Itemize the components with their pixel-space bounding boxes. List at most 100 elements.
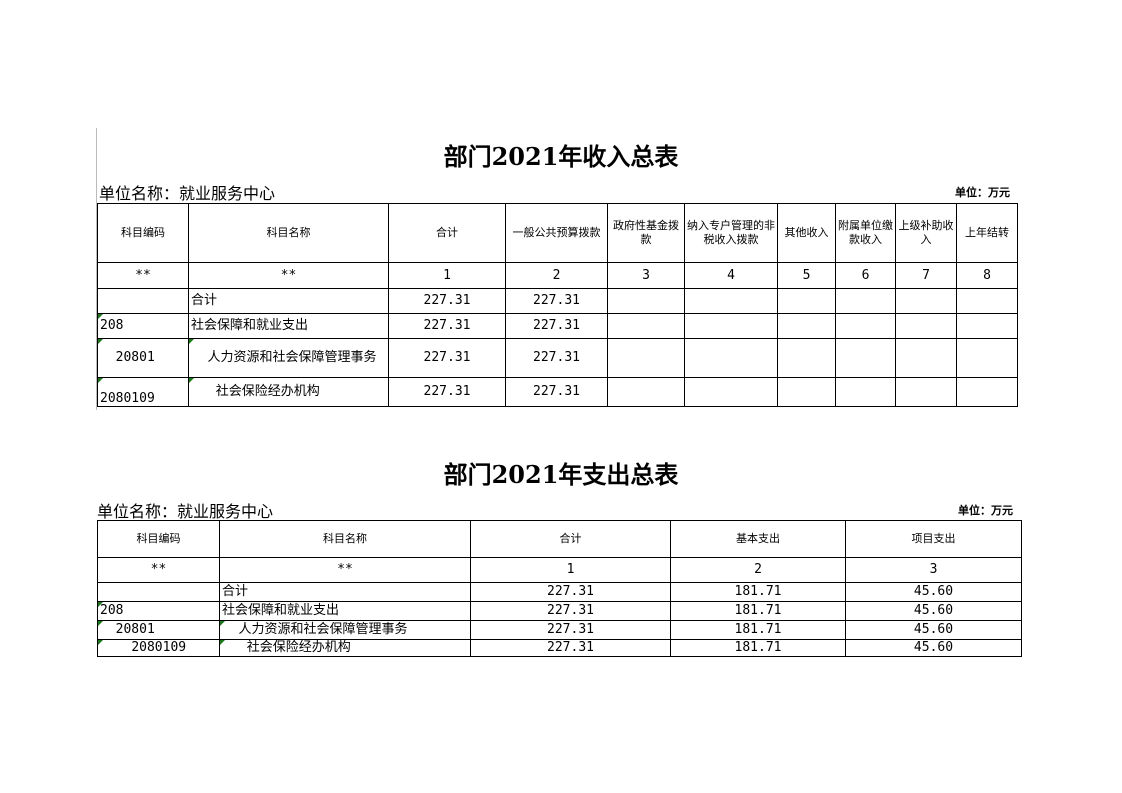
sheet-edge-line <box>96 128 97 410</box>
subject-code-cell: 20801 <box>97 338 189 378</box>
column-header: 科目名称 <box>188 203 389 263</box>
amount-cell <box>684 338 778 378</box>
column-index: 7 <box>895 262 957 289</box>
column-index: 1 <box>470 557 671 583</box>
subject-code-cell: 208 <box>97 601 220 621</box>
amount-cell: 227.31 <box>388 338 506 378</box>
amount-cell <box>684 288 778 314</box>
column-index: 6 <box>835 262 896 289</box>
column-header: 项目支出 <box>845 520 1022 558</box>
amount-cell <box>777 338 836 378</box>
amount-cell <box>607 377 685 407</box>
subject-code-cell: 208 <box>97 313 189 339</box>
amount-cell: 227.31 <box>505 338 608 378</box>
column-index: 3 <box>845 557 1022 583</box>
column-header: 政府性基金拨款 <box>607 203 685 263</box>
amount-cell <box>895 288 957 314</box>
amount-cell <box>895 338 957 378</box>
subject-name-cell: 社会保障和就业支出 <box>188 313 389 339</box>
amount-cell: 181.71 <box>670 620 846 640</box>
column-index: 3 <box>607 262 685 289</box>
column-index: ** <box>219 557 471 583</box>
header-row: 科目编码 科目名称 合计 基本支出 项目支出 <box>97 520 1022 558</box>
expense-unit: 单位：万元 <box>958 504 1013 517</box>
column-index: ** <box>97 557 220 583</box>
income-unit: 单位：万元 <box>955 186 1010 199</box>
amount-cell: 45.60 <box>845 582 1022 602</box>
column-header: 基本支出 <box>670 520 846 558</box>
subject-name-cell: 社会保险经办机构 <box>188 377 389 407</box>
amount-cell <box>895 313 957 339</box>
column-index: ** <box>97 262 189 289</box>
amount-cell <box>607 338 685 378</box>
amount-cell: 227.31 <box>470 620 671 640</box>
amount-cell <box>956 288 1018 314</box>
amount-cell <box>895 377 957 407</box>
amount-cell: 227.31 <box>470 582 671 602</box>
subject-code-cell: 20801 <box>97 620 220 640</box>
subject-name-cell: 合计 <box>188 288 389 314</box>
amount-cell <box>835 313 896 339</box>
amount-cell: 45.60 <box>845 601 1022 621</box>
column-header: 附属单位缴款收入 <box>835 203 896 263</box>
column-header: 合计 <box>388 203 506 263</box>
amount-cell: 227.31 <box>388 377 506 407</box>
table-row: 20801 人力资源和社会保障管理事务 227.31 181.71 45.60 <box>97 620 1022 640</box>
amount-cell: 227.31 <box>470 639 671 657</box>
income-title: 部门2021年收入总表 <box>443 142 679 171</box>
amount-cell <box>684 377 778 407</box>
subject-name-cell: 社会保险经办机构 <box>219 639 471 657</box>
table-row: 合计 227.31 181.71 45.60 <box>97 582 1022 602</box>
table-row: 20801 人力资源和社会保障管理事务 227.31 227.31 <box>97 338 1018 378</box>
header-row: 科目编码 科目名称 合计 一般公共预算拨款 政府性基金拨款 纳入专户管理的非税收入拨款 其他… <box>97 203 1018 263</box>
column-header: 合计 <box>470 520 671 558</box>
subject-name-cell: 人力资源和社会保障管理事务 <box>188 338 389 378</box>
amount-cell <box>835 377 896 407</box>
amount-cell <box>835 288 896 314</box>
amount-cell <box>777 377 836 407</box>
index-row: ** ** 1 2 3 <box>97 557 1022 583</box>
amount-cell: 227.31 <box>505 377 608 407</box>
subject-name-cell: 合计 <box>219 582 471 602</box>
amount-cell <box>684 313 778 339</box>
amount-cell <box>956 377 1018 407</box>
subject-code-cell: 2080109 <box>97 639 220 657</box>
income-table: 科目编码 科目名称 合计 一般公共预算拨款 政府性基金拨款 纳入专户管理的非税收入拨款 其他… <box>97 203 1018 407</box>
subject-name-cell: 社会保障和就业支出 <box>219 601 471 621</box>
table-row: 208 社会保障和就业支出 227.31 181.71 45.60 <box>97 601 1022 621</box>
column-header: 纳入专户管理的非税收入拨款 <box>684 203 778 263</box>
column-index: 2 <box>670 557 846 583</box>
amount-cell <box>777 288 836 314</box>
column-header: 科目名称 <box>219 520 471 558</box>
amount-cell: 227.31 <box>388 313 506 339</box>
table-row: 2080109 社会保险经办机构 227.31 181.71 45.60 <box>97 639 1022 657</box>
amount-cell: 181.71 <box>670 601 846 621</box>
expense-title: 部门2021年支出总表 <box>443 460 679 489</box>
index-row: ** ** 1 2 3 4 5 6 7 8 <box>97 262 1018 289</box>
amount-cell: 227.31 <box>470 601 671 621</box>
column-header: 其他收入 <box>777 203 836 263</box>
column-header: 科目编码 <box>97 520 220 558</box>
expense-unit-name: 单位名称：就业服务中心 <box>97 502 274 521</box>
amount-cell: 181.71 <box>670 582 846 602</box>
table-row: 合计 227.31 227.31 <box>97 288 1018 314</box>
subject-name-cell: 人力资源和社会保障管理事务 <box>219 620 471 640</box>
amount-cell: 181.71 <box>670 639 846 657</box>
column-header: 一般公共预算拨款 <box>505 203 608 263</box>
column-index: 4 <box>684 262 778 289</box>
column-index: 1 <box>388 262 506 289</box>
column-index: ** <box>188 262 389 289</box>
column-index: 8 <box>956 262 1018 289</box>
amount-cell <box>956 313 1018 339</box>
amount-cell: 227.31 <box>388 288 506 314</box>
subject-code-cell: 2080109 <box>97 377 189 407</box>
column-header: 上级补助收入 <box>895 203 957 263</box>
subject-code-cell <box>97 288 189 314</box>
column-index: 2 <box>505 262 608 289</box>
table-row: 208 社会保障和就业支出 227.31 227.31 <box>97 313 1018 339</box>
table-row: 2080109 社会保险经办机构 227.31 227.31 <box>97 377 1018 407</box>
expense-table: 科目编码 科目名称 合计 基本支出 项目支出 ** ** 1 2 3 合计 227.31 181.71 4… <box>97 520 1022 657</box>
column-header: 科目编码 <box>97 203 189 263</box>
amount-cell <box>607 288 685 314</box>
income-unit-name: 单位名称：就业服务中心 <box>99 184 276 203</box>
